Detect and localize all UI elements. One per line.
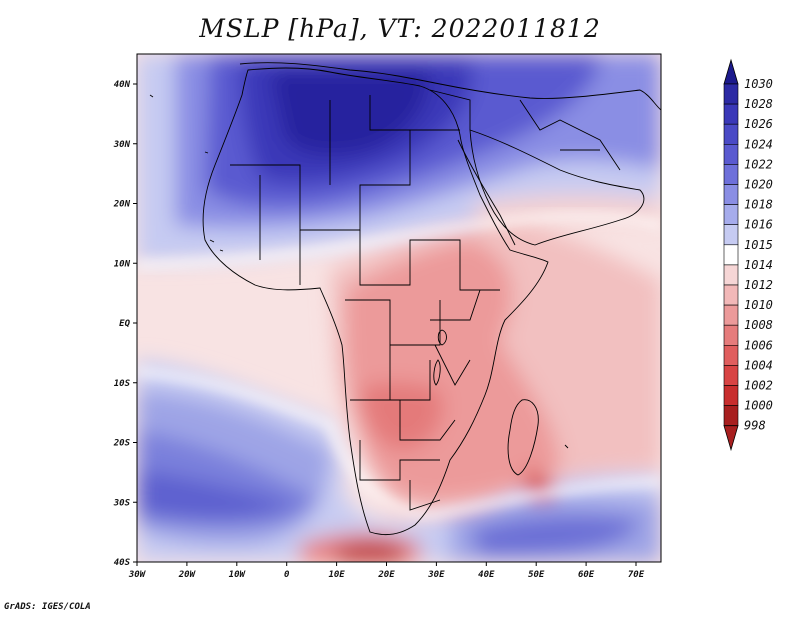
colorbar-swatch xyxy=(723,365,739,386)
lon-tick-label: 20E xyxy=(377,570,395,580)
lon-tick-label: 30W xyxy=(128,570,147,580)
colorbar-swatch xyxy=(723,344,739,366)
colorbar-level-label: 1015 xyxy=(744,238,773,252)
lat-tick-label: EQ xyxy=(119,319,130,329)
colorbar-level-label: 1020 xyxy=(744,178,773,192)
colorbar-level-label: 1006 xyxy=(744,338,773,352)
colorbar-level-label: 1002 xyxy=(744,379,773,393)
colorbar-level-label: 1018 xyxy=(744,198,773,212)
colorbar-swatch xyxy=(723,204,739,226)
colorbar-swatch xyxy=(723,83,739,105)
colorbar-swatch xyxy=(723,103,739,125)
plot-frame xyxy=(136,53,662,563)
colorbar-bottom-arrow xyxy=(723,425,739,452)
colorbar-swatch xyxy=(723,144,739,165)
colorbar-level-label: 1008 xyxy=(744,318,773,332)
colorbar-level-label: 1004 xyxy=(744,358,773,372)
lat-tick-label: 10N xyxy=(114,259,131,269)
colorbar-swatch xyxy=(723,264,739,286)
lat-tick-label: 30S xyxy=(113,498,131,508)
lon-tick-label: 0 xyxy=(284,570,290,580)
colorbar-swatch xyxy=(723,405,739,427)
coastlines xyxy=(149,62,661,536)
colorbar-swatch xyxy=(723,244,739,266)
colorbar-level-label: 1012 xyxy=(744,278,773,292)
lon-tick-label: 40E xyxy=(478,570,495,580)
lon-tick-label: 10W xyxy=(229,570,247,580)
latitude-axis: 40N 30N 20N 10N EQ 10S 20S 30S 40S xyxy=(113,80,137,568)
lon-tick-label: 70E xyxy=(628,570,645,580)
colorbar-swatch xyxy=(723,164,739,185)
lat-tick-label: 20N xyxy=(113,200,131,210)
colorbar-level-label: 1030 xyxy=(744,77,773,91)
colorbar: 1030 1028 1026 1024 1022 1020 1018 1016 1015 1014… xyxy=(723,58,773,452)
colorbar-swatch xyxy=(723,385,739,406)
lat-tick-label: 30N xyxy=(113,140,131,150)
colorbar-level-label: 1010 xyxy=(744,298,773,312)
colorbar-swatch xyxy=(723,184,739,205)
colorbar-top-arrow xyxy=(723,58,739,85)
lon-tick-label: 30E xyxy=(427,570,445,580)
colorbar-level-label: 1022 xyxy=(744,157,773,171)
colorbar-level-label: 1028 xyxy=(744,97,773,111)
lat-tick-label: 40S xyxy=(114,558,131,568)
colorbar-level-label: 1024 xyxy=(744,137,773,151)
colorbar-level-label: 1016 xyxy=(744,218,773,232)
colorbar-level-label: 1000 xyxy=(744,399,773,413)
longitude-axis: 30W 20W 10W 0 10E 20E 30E 40E 50E 60E 70E xyxy=(128,562,645,580)
colorbar-swatch xyxy=(723,123,739,145)
lat-tick-label: 10S xyxy=(114,379,131,389)
colorbar-level-label: 1026 xyxy=(744,117,773,131)
lon-tick-label: 20W xyxy=(178,570,197,580)
colorbar-swatch xyxy=(723,304,739,326)
lat-tick-label: 20S xyxy=(113,439,131,449)
lat-tick-label: 40N xyxy=(114,80,131,90)
colorbar-level-label: 998 xyxy=(744,419,766,433)
lon-tick-label: 60E xyxy=(578,570,595,580)
colorbar-swatch xyxy=(723,324,739,346)
map-title: MSLP [hPa], VT: 2022011812 xyxy=(199,14,601,43)
lon-tick-label: 50E xyxy=(528,570,545,580)
colorbar-swatch xyxy=(723,284,739,306)
pressure-field xyxy=(137,54,661,562)
colorbar-swatch xyxy=(723,224,739,246)
colorbar-level-label: 1014 xyxy=(744,258,773,272)
lon-tick-label: 10E xyxy=(328,570,345,580)
grads-credit: GrADS: IGES/COLA xyxy=(4,602,91,612)
